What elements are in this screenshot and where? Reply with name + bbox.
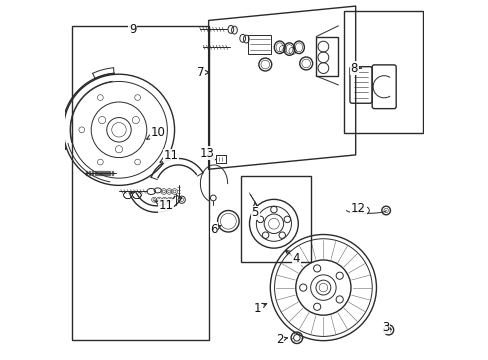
Bar	[344, 12, 422, 134]
Text: 12: 12	[350, 202, 366, 215]
Text: 1: 1	[253, 302, 266, 315]
Text: 11: 11	[160, 149, 178, 162]
Bar	[247, 35, 271, 54]
Bar	[316, 37, 338, 76]
Text: 10: 10	[146, 126, 165, 139]
Text: 7: 7	[197, 66, 209, 79]
Text: 9: 9	[129, 23, 136, 36]
Bar	[241, 176, 310, 262]
Text: 6: 6	[210, 223, 221, 236]
Text: 5: 5	[251, 203, 259, 220]
Text: 2: 2	[275, 333, 287, 346]
Bar	[72, 26, 208, 339]
Text: 3: 3	[382, 320, 390, 333]
Text: 8: 8	[350, 62, 361, 75]
Text: 13: 13	[199, 147, 215, 160]
Text: 4: 4	[285, 251, 300, 265]
Text: 11: 11	[155, 199, 173, 212]
